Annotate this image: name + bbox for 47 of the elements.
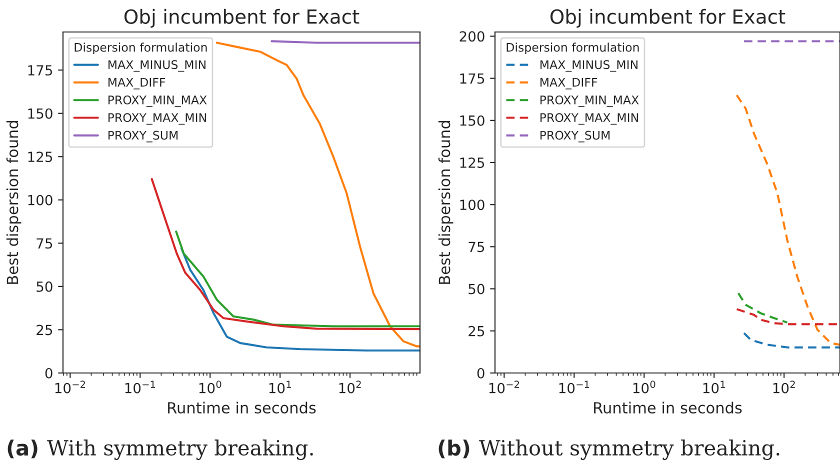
x-axis-title: Runtime in seconds xyxy=(594,402,742,414)
legend-label: PROXY_MAX_MIN xyxy=(108,113,206,125)
y-tick-label: 175 xyxy=(460,73,484,84)
x-tick-label: 10$^{0}$ xyxy=(199,380,222,394)
y-tick-label: 50 xyxy=(468,284,484,294)
legend-title: Dispersion formulation xyxy=(74,42,207,54)
y-tick-label: 150 xyxy=(460,115,484,126)
x-tick-label: 10$^{−1}$ xyxy=(559,380,590,394)
legend-label: PROXY_MAX_MIN xyxy=(540,113,638,125)
legend-label: PROXY_SUM xyxy=(108,130,178,142)
y-tick-label: 50 xyxy=(36,281,52,292)
x-tick-label: 10$^{−1}$ xyxy=(125,380,156,394)
x-tick-label: 10$^{1}$ xyxy=(703,380,725,394)
legend-label: PROXY_SUM xyxy=(540,130,610,142)
legend-label: MAX_DIFF xyxy=(108,78,166,90)
y-axis-title: Best dispersion found xyxy=(438,120,454,284)
x-tick-label: 10$^{0}$ xyxy=(633,380,656,394)
y-tick-label: 100 xyxy=(460,200,484,210)
y-tick-label: 150 xyxy=(28,108,52,119)
text: (b) Without symmetry breaking. xyxy=(438,439,780,460)
x-tick-label: 10$^{2}$ xyxy=(339,380,361,394)
y-tick-label: 75 xyxy=(36,238,52,249)
x-tick-label: 10$^{−2}$ xyxy=(489,380,519,394)
legend-label: MAX_DIFF xyxy=(540,78,598,90)
legend-label: PROXY_MIN_MAX xyxy=(108,95,207,108)
x-axis-title: Runtime in seconds xyxy=(168,402,316,414)
legend-title: Dispersion formulation xyxy=(506,42,639,54)
chart-title: Obj incumbent for Exact xyxy=(550,8,786,28)
y-tick-label: 175 xyxy=(28,65,52,76)
y-tick-label: 200 xyxy=(460,31,484,42)
text: (a) With symmetry breaking. xyxy=(8,439,313,460)
y-tick-label: 25 xyxy=(468,326,484,336)
y-tick-label: 125 xyxy=(28,152,52,162)
chart-title: Obj incumbent for Exact xyxy=(124,8,360,28)
y-tick-label: 100 xyxy=(28,194,52,206)
x-tick-label: 10$^{2}$ xyxy=(773,380,795,394)
y-axis-title: Best dispersion found xyxy=(6,120,22,284)
legend-label: MAX_MINUS_MIN xyxy=(108,60,206,72)
y-tick-label: 75 xyxy=(468,242,484,252)
y-tick-label: 0 xyxy=(45,368,52,378)
y-tick-label: 25 xyxy=(36,324,52,336)
legend-label: MAX_MINUS_MIN xyxy=(540,60,638,72)
x-tick-label: 10$^{−2}$ xyxy=(55,380,86,394)
legend-label: PROXY_MIN_MAX xyxy=(540,95,639,108)
y-tick-label: 125 xyxy=(460,157,484,168)
x-tick-label: 10$^{1}$ xyxy=(269,380,291,394)
y-tick-label: 0 xyxy=(477,368,484,378)
